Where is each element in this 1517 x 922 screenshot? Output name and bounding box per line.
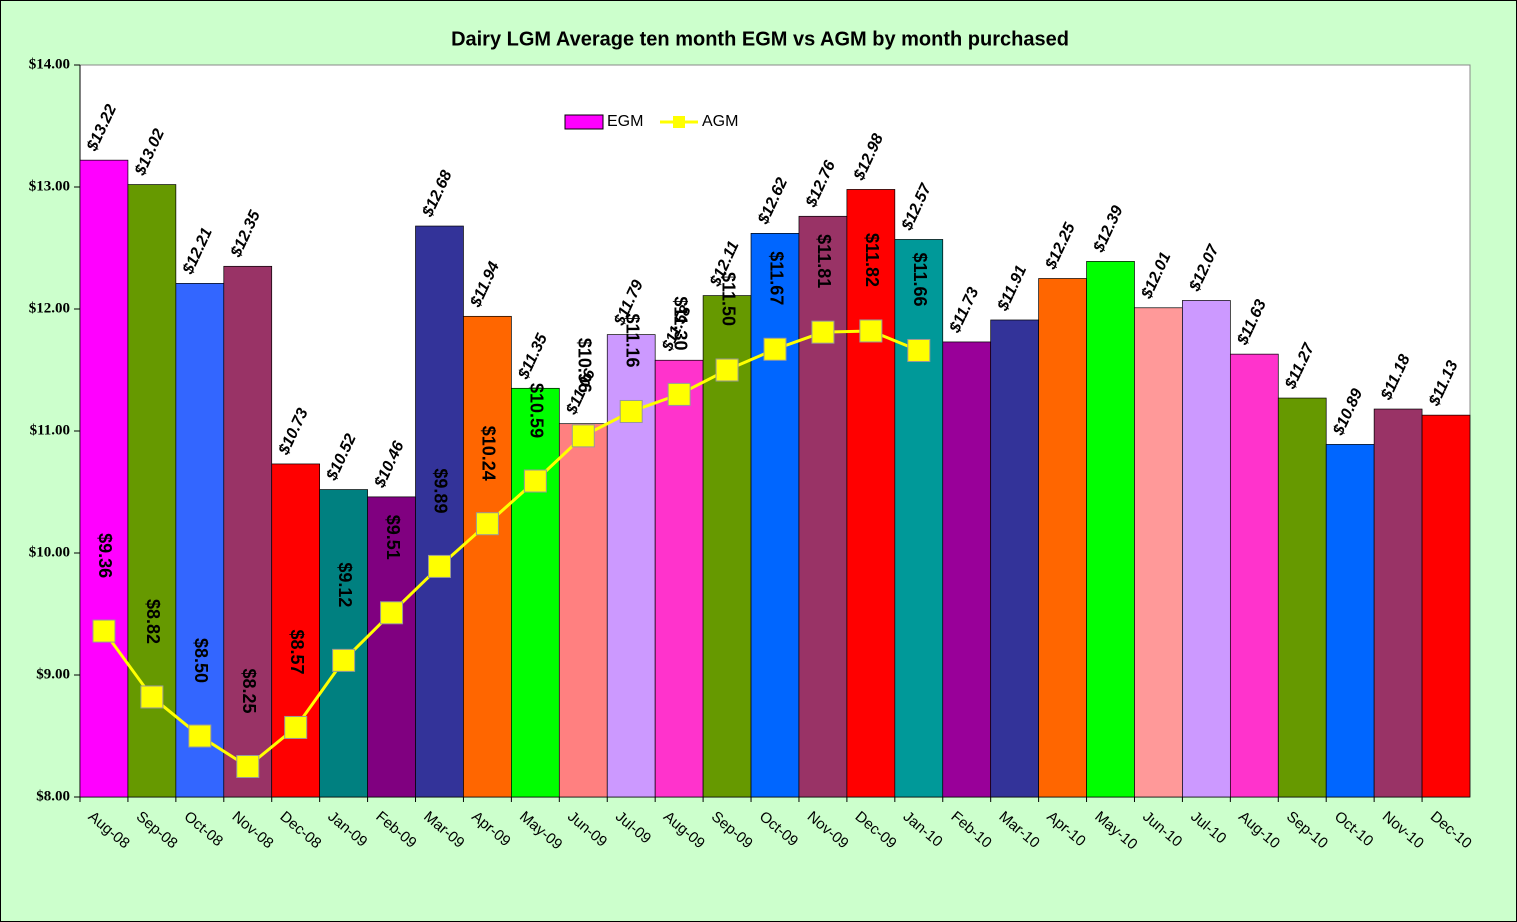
bar bbox=[798, 215, 848, 798]
legend-swatch bbox=[564, 114, 604, 130]
y-tick-label: $11.00 bbox=[30, 422, 70, 438]
line-value-label: $11.82 bbox=[862, 233, 882, 287]
bar bbox=[1325, 444, 1375, 798]
marker bbox=[140, 685, 164, 709]
y-tick-label: $10.00 bbox=[29, 544, 70, 560]
bar bbox=[463, 315, 512, 798]
line-value-label: $11.81 bbox=[814, 234, 834, 288]
bar bbox=[1421, 414, 1471, 798]
bar bbox=[1086, 261, 1135, 798]
bar bbox=[1038, 278, 1087, 798]
line-value-label: $11.30 bbox=[670, 296, 690, 350]
bar bbox=[1134, 307, 1183, 798]
line-value-label: $8.82 bbox=[143, 599, 163, 644]
marker bbox=[475, 512, 499, 536]
bar bbox=[846, 189, 896, 798]
line-value-label: $10.96 bbox=[575, 338, 595, 393]
y-tick-label: $9.00 bbox=[36, 666, 70, 682]
line-value-label: $9.89 bbox=[431, 468, 451, 513]
marker bbox=[236, 755, 260, 778]
line-value-label: $10.24 bbox=[479, 426, 499, 481]
line-value-label: $9.51 bbox=[383, 515, 403, 560]
marker bbox=[571, 424, 595, 448]
bar bbox=[990, 319, 1039, 798]
line-value-label: $11.50 bbox=[718, 272, 738, 326]
bar bbox=[1229, 353, 1279, 798]
marker bbox=[92, 619, 116, 643]
line-value-label: $8.25 bbox=[239, 669, 259, 714]
marker bbox=[427, 554, 451, 578]
bar bbox=[942, 341, 992, 798]
bar bbox=[1373, 408, 1423, 798]
bar bbox=[558, 423, 608, 798]
y-tick-label: $14.00 bbox=[29, 56, 70, 72]
legend-label: AGM bbox=[702, 113, 738, 130]
marker bbox=[763, 337, 787, 361]
line-value-label: $9.12 bbox=[335, 562, 355, 607]
bar bbox=[511, 387, 560, 798]
marker bbox=[188, 724, 212, 748]
line-value-label: $9.36 bbox=[95, 533, 115, 578]
y-tick-label: $8.00 bbox=[36, 788, 70, 804]
marker bbox=[284, 715, 308, 739]
bar bbox=[894, 239, 944, 798]
bar bbox=[367, 496, 416, 798]
y-tick-label: $13.00 bbox=[29, 178, 70, 194]
legend-swatch bbox=[673, 116, 685, 128]
marker bbox=[667, 382, 691, 406]
marker bbox=[907, 338, 931, 362]
marker bbox=[380, 601, 404, 625]
y-tick-label: $12.00 bbox=[29, 300, 70, 316]
line-value-label: $11.66 bbox=[910, 252, 930, 306]
marker bbox=[619, 399, 643, 423]
marker bbox=[715, 358, 739, 382]
marker bbox=[859, 319, 883, 343]
bar bbox=[223, 265, 273, 798]
bar bbox=[750, 233, 800, 798]
bar bbox=[654, 359, 704, 798]
line-value-label: $8.57 bbox=[287, 629, 307, 674]
line-value-label: $11.16 bbox=[622, 313, 642, 367]
bar bbox=[415, 225, 464, 798]
chart-title: Dairy LGM Average ten month EGM vs AGM b… bbox=[451, 28, 1069, 50]
bar bbox=[1182, 300, 1231, 798]
bar bbox=[79, 159, 129, 798]
bar bbox=[1277, 397, 1327, 798]
bar bbox=[175, 283, 225, 798]
marker bbox=[523, 469, 547, 493]
line-value-label: $10.59 bbox=[527, 383, 547, 438]
line-value-label: $8.50 bbox=[191, 638, 211, 683]
marker bbox=[811, 320, 835, 344]
line-value-label: $11.67 bbox=[766, 251, 786, 305]
legend-label: EGM bbox=[607, 113, 643, 130]
marker bbox=[332, 648, 356, 672]
